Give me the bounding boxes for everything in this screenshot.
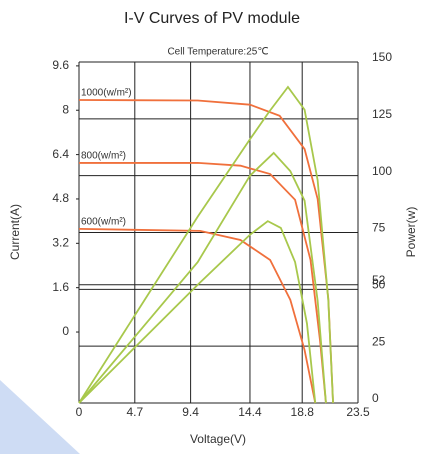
decoration xyxy=(0,380,80,454)
y2-axis-label: Power(w) xyxy=(404,207,418,258)
y-tick-label: 9.6 xyxy=(52,58,69,72)
y2-tick-label: 75 xyxy=(372,221,386,235)
series-line xyxy=(78,227,317,404)
series-line xyxy=(78,151,327,404)
series-label: 600(w/m²) xyxy=(81,217,126,228)
y2-tick-label: 25 xyxy=(372,334,386,348)
x-tick-label: 0 xyxy=(76,405,83,419)
series-line xyxy=(78,220,317,404)
y2-tick-label: 100 xyxy=(372,164,392,178)
x-axis-label: Voltage(V) xyxy=(190,432,246,446)
series-label: 1000(w/m²) xyxy=(81,88,132,99)
x-tick-label: 9.4 xyxy=(182,405,199,419)
series-line xyxy=(78,85,334,404)
series-label: 800(w/m²) xyxy=(81,151,126,162)
y-tick-label: 3.2 xyxy=(52,235,69,249)
y2-tick-label: 50 xyxy=(372,278,386,292)
x-tick-label: 14.4 xyxy=(238,405,262,419)
y2-tick-label: 150 xyxy=(372,50,392,64)
y2-tick-label: 125 xyxy=(372,107,392,121)
y-tick-label: 1.6 xyxy=(52,280,69,294)
y2-tick-label: 52 xyxy=(372,273,386,287)
y-tick-label: 6.4 xyxy=(52,147,69,161)
x-tick-label: 23.5 xyxy=(346,405,370,419)
y2-tick-label: 0 xyxy=(372,391,379,405)
y-axis-label: Current(A) xyxy=(8,204,22,260)
chart-subtitle: Cell Temperature:25℃ xyxy=(167,47,268,58)
x-tick-label: 18.8 xyxy=(291,405,315,419)
x-tick-label: 4.7 xyxy=(126,405,143,419)
y-tick-label: 4.8 xyxy=(52,191,69,205)
chart-title: I-V Curves of PV module xyxy=(124,10,300,27)
y-tick-label: 0 xyxy=(62,324,69,338)
y-tick-label: 8 xyxy=(62,102,69,116)
series-line xyxy=(79,162,327,404)
